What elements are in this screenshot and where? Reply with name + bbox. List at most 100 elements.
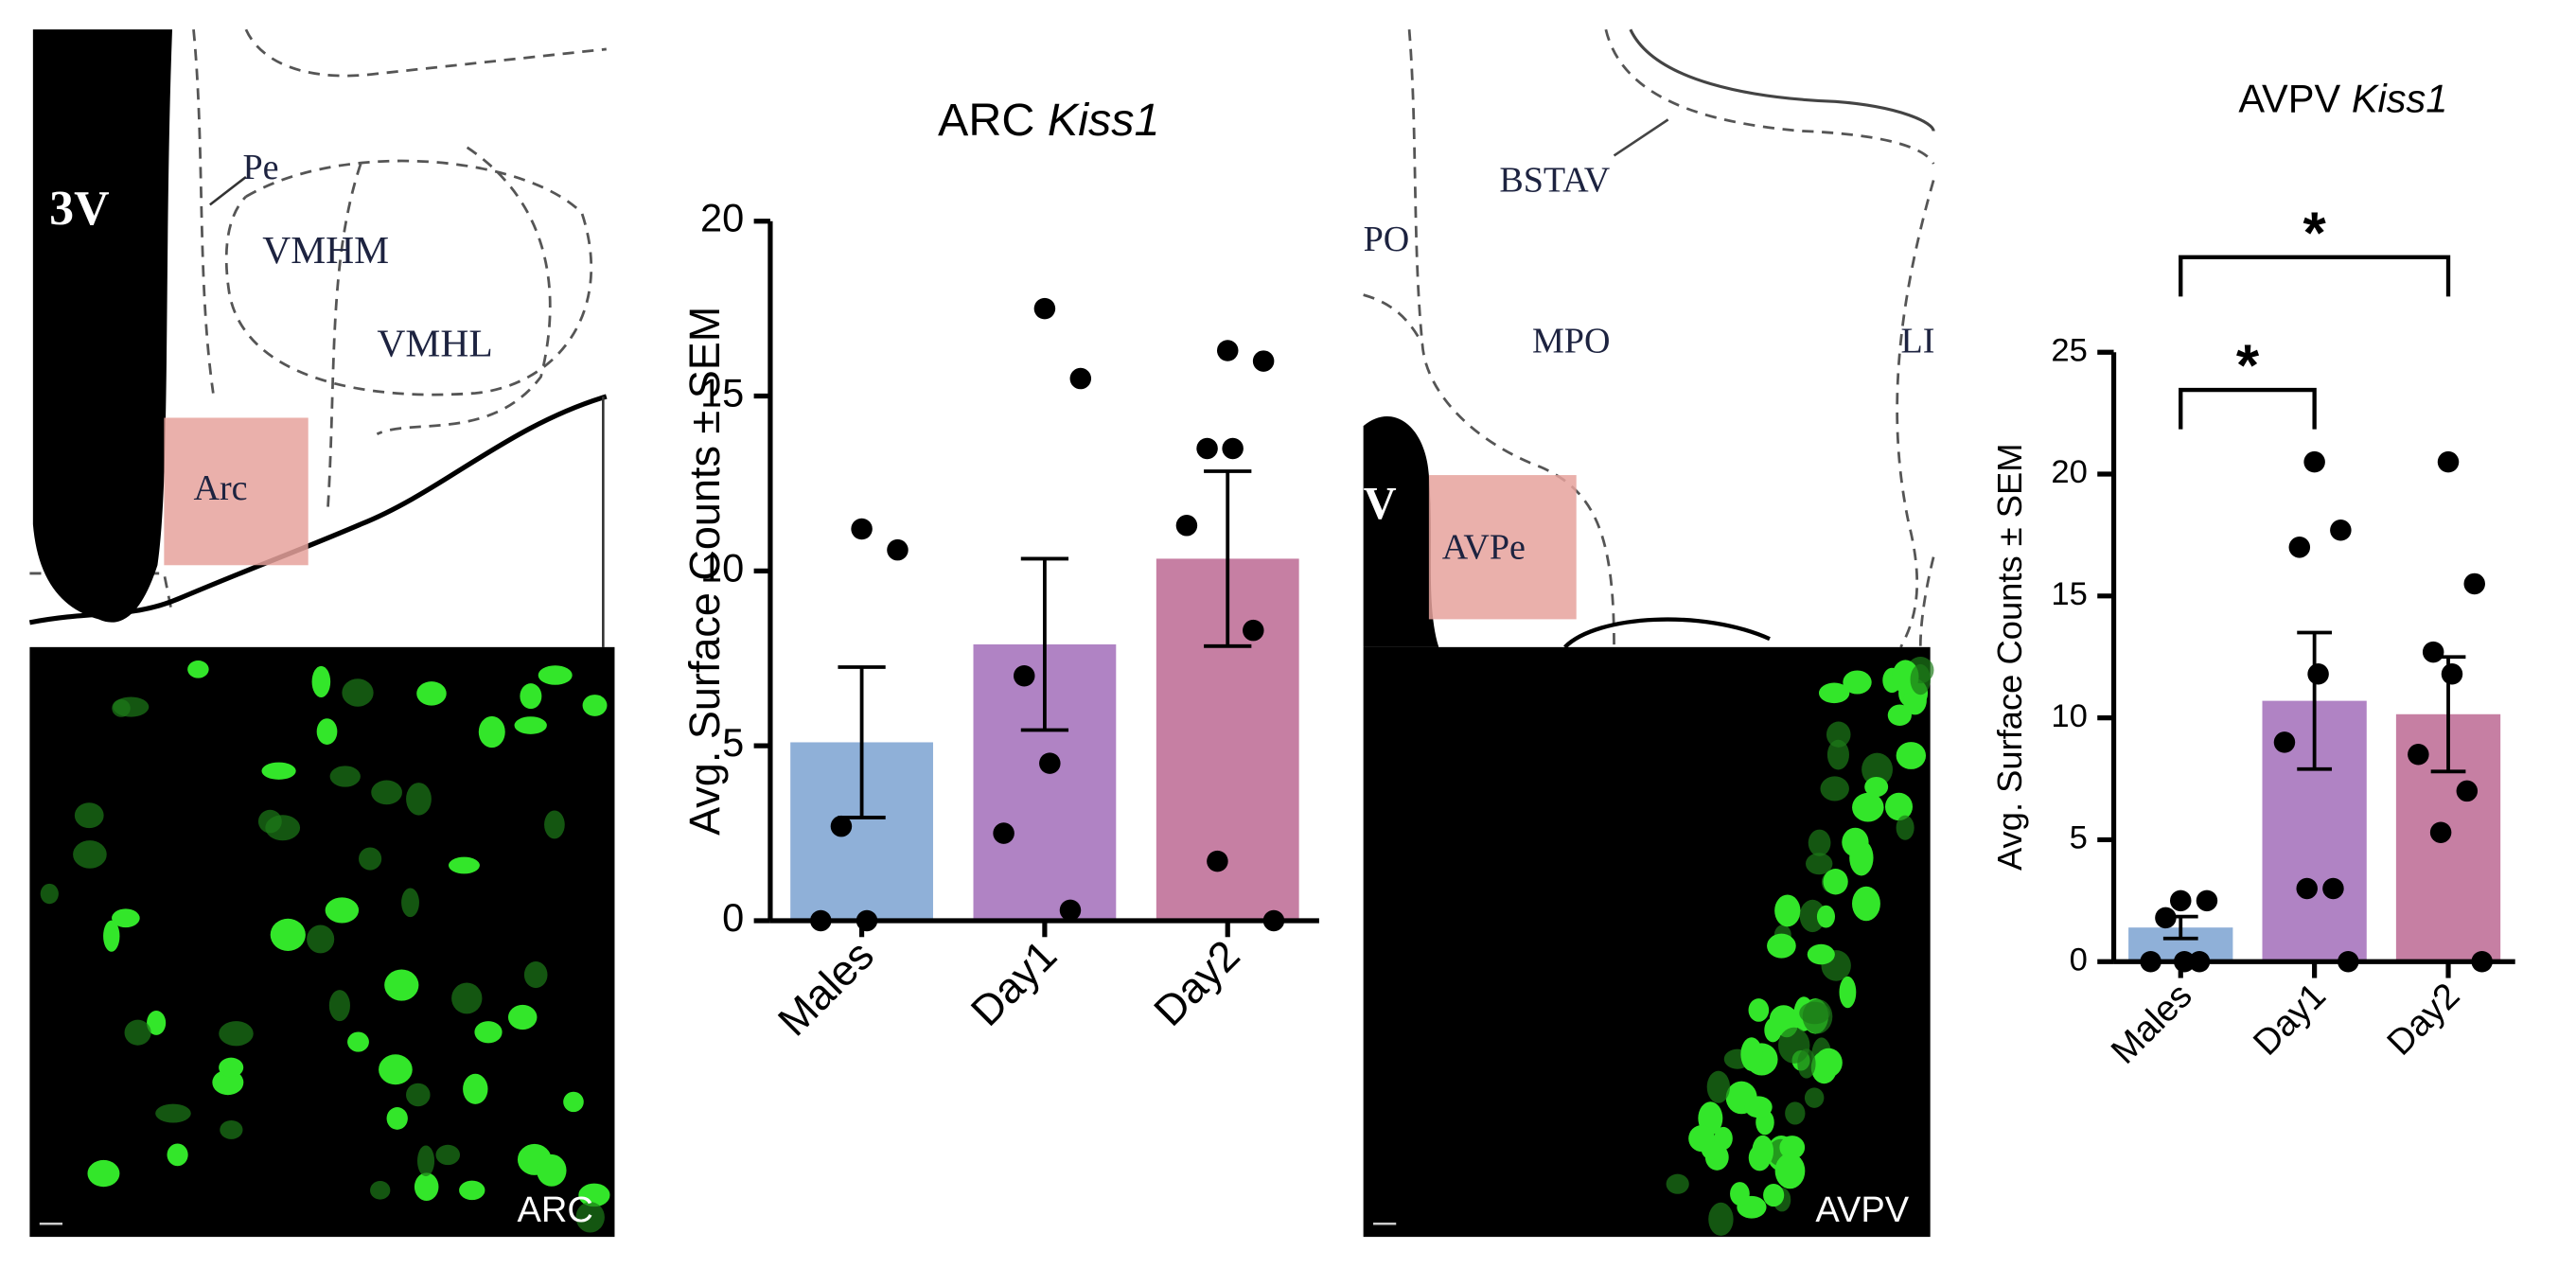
cell: [1714, 1126, 1733, 1151]
cell: [544, 810, 565, 839]
cell: [1887, 704, 1912, 727]
cell: [1849, 839, 1874, 876]
cell: [1896, 815, 1914, 840]
cell: [73, 840, 107, 869]
cell: [520, 683, 542, 710]
atlas-label: VMHL: [377, 322, 492, 365]
data-point: [2322, 877, 2344, 900]
cell: [459, 1180, 485, 1201]
data-point: [1014, 664, 1035, 687]
cell: [406, 783, 432, 816]
cell: [1826, 721, 1851, 748]
cell: [1804, 1087, 1825, 1108]
y-tick-label: 10: [700, 545, 744, 590]
cell: [1764, 1017, 1782, 1043]
cell: [1826, 739, 1849, 770]
data-point: [1175, 515, 1198, 537]
avpv-cells: [1666, 657, 1934, 1237]
cell: [538, 665, 573, 685]
arc-cells: [40, 660, 610, 1233]
y-tick-label: 20: [2051, 454, 2088, 490]
data-point: [2330, 520, 2352, 541]
leader-line: [1613, 118, 1669, 157]
cell: [507, 1004, 538, 1030]
significance-bracket: [2179, 255, 2451, 297]
data-point: [1059, 899, 1082, 922]
error-bar: [2430, 655, 2466, 774]
data-point: [2307, 663, 2329, 685]
cell: [514, 716, 547, 734]
cell: [347, 1031, 369, 1052]
y-tick-label: 5: [722, 720, 744, 765]
significance-label: *: [2236, 334, 2260, 399]
cell: [155, 1103, 191, 1123]
cell: [1820, 776, 1849, 801]
cell: [416, 681, 447, 706]
data-point: [1033, 297, 1056, 320]
data-point: [2429, 821, 2452, 843]
cell: [1688, 1125, 1716, 1153]
cell: [1823, 869, 1848, 895]
cell: [1807, 943, 1835, 965]
cell: [1910, 663, 1931, 696]
chart-title: AVPV Kiss1: [2238, 76, 2447, 120]
cell: [87, 1159, 120, 1188]
data-point: [2456, 780, 2479, 802]
cell: [370, 1181, 391, 1200]
data-point: [2303, 450, 2325, 473]
cell: [1774, 1153, 1806, 1189]
cell: [386, 1107, 408, 1130]
atlas-label: VMHM: [262, 228, 389, 272]
title-region: AVPV: [2238, 76, 2340, 120]
cell: [187, 660, 209, 678]
arc-atlas: [28, 28, 608, 647]
data-point: [830, 815, 853, 837]
cell: [124, 1019, 151, 1046]
data-point: [1196, 437, 1218, 460]
cell: [1818, 682, 1850, 704]
cell: [1778, 1027, 1810, 1064]
error-bar: [838, 665, 886, 819]
cell: [448, 856, 480, 874]
cell: [1706, 1070, 1731, 1103]
significance-bracket: [2179, 387, 2317, 430]
cell: [463, 1073, 488, 1104]
cell: [379, 1054, 413, 1085]
third-ventricle: [1363, 415, 1439, 647]
data-point: [1252, 350, 1275, 372]
cell: [1740, 1037, 1763, 1071]
micrograph-label: AVPV: [1815, 1190, 1909, 1230]
cell: [582, 695, 608, 716]
cell: [219, 1057, 244, 1078]
chart-title: ARC Kiss1: [938, 95, 1159, 146]
cell: [329, 766, 361, 787]
atlas-label: BSTAV: [1499, 161, 1610, 201]
atlas-edge: [1563, 617, 1771, 649]
atlas-boundary: [1363, 28, 1935, 648]
cell: [167, 1143, 188, 1167]
cell: [325, 897, 360, 924]
cell: [307, 925, 335, 954]
cell: [1864, 776, 1889, 798]
data-point: [887, 538, 909, 561]
data-point: [1216, 340, 1239, 361]
cell: [1748, 998, 1770, 1022]
data-point: [2288, 537, 2311, 558]
leader-line: [209, 175, 247, 206]
cell: [316, 718, 338, 745]
data-point: [1039, 752, 1061, 774]
data-point: [2273, 731, 2296, 753]
data-point: [2196, 889, 2218, 912]
cell: [40, 883, 59, 905]
cell: [342, 678, 374, 707]
cell: [384, 969, 419, 1001]
cell: [1799, 899, 1826, 933]
cell: [435, 1144, 461, 1166]
cell: [112, 699, 131, 717]
data-point: [2408, 744, 2429, 766]
data-point: [2296, 877, 2318, 900]
cell: [1785, 1101, 1806, 1125]
cell: [1814, 1048, 1843, 1078]
